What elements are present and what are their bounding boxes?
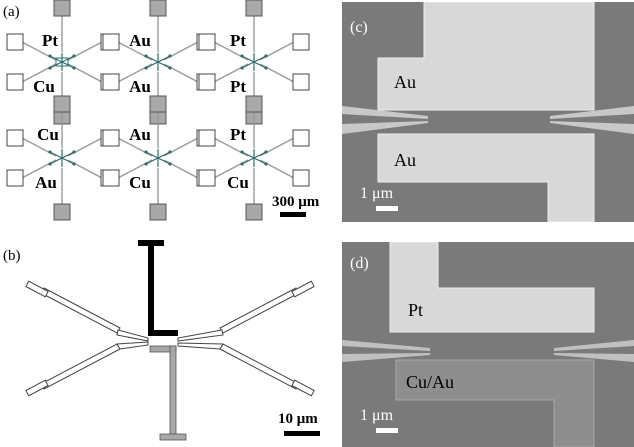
cell-2-bottom-label: Au [129,77,151,96]
panel-c-label: (c) [350,19,368,36]
panel-d-bottom-pad-label: Cu/Au [406,372,454,392]
cell-5-top-label: Au [129,125,151,144]
panel-a: (a) Pt Cu Au Au Pt Pt Cu Au Au Cu Pt Cu … [3,0,320,221]
cell-4-top-label: Cu [37,125,59,144]
panel-d-top-pad-label: Pt [408,300,423,320]
panel-d-scale-label: 1 μm [360,407,394,424]
panel-c-bottom-pad-label: Au [394,150,416,170]
panel-c-scale-bar [376,206,398,211]
panel-a-scale-label: 300 μm [272,194,320,210]
panel-c: (c) Au Au 1 μm [342,2,634,222]
cell-6-top-label: Pt [230,125,246,144]
panel-d-label: (d) [350,255,369,272]
cell-6-bottom-label: Cu [227,173,249,192]
cell-4-bottom-label: Au [35,173,57,192]
cell-1-bottom-label: Cu [33,77,55,96]
panel-b-scale-label: 10 μm [278,411,318,427]
panel-c-top-pad-label: Au [394,72,416,92]
cell-3-bottom-label: Pt [230,77,246,96]
panel-b: (b) 10 μm [3,240,320,441]
panel-d: (d) Pt Cu/Au 1 μm [342,242,634,447]
panel-d-scale-bar [376,428,398,433]
cell-3-top-label: Pt [230,31,246,50]
cell-2-top-label: Au [129,31,151,50]
panel-b-label: (b) [3,248,21,264]
cell-1-top-label: Pt [42,31,58,50]
panel-a-scale-bar [280,212,306,217]
panel-c-scale-label: 1 μm [360,185,394,202]
panel-a-label: (a) [3,4,20,20]
panel-b-scale-bar [284,431,320,436]
cell-5-bottom-label: Cu [129,173,151,192]
